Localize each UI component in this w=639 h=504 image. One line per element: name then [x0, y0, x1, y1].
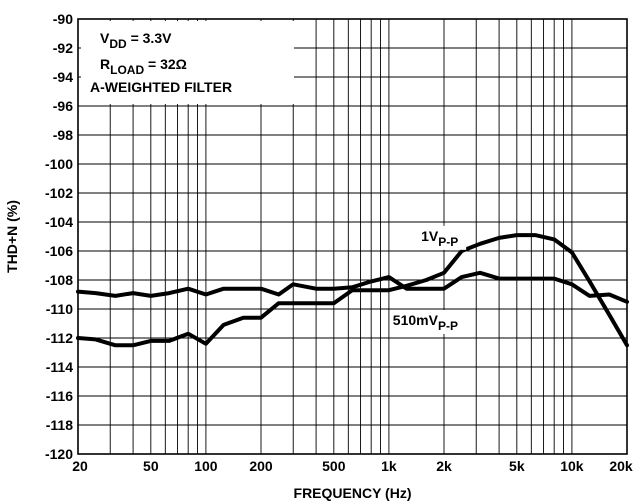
grid [78, 18, 627, 455]
x-tick-label: 5k [509, 458, 525, 474]
x-axis-label: FREQUENCY (Hz) [294, 485, 412, 501]
annotation-line: A-WEIGHTED FILTER [90, 79, 232, 95]
y-tick-label: -108 [45, 272, 73, 288]
y-tick-labels: -90 -92 -94 -96 -98 -100 -102 -104 -106 -108 -110 -… [45, 11, 73, 462]
series-line-1vpp [76, 233, 629, 348]
series-label-background [418, 225, 467, 250]
y-tick-label: -112 [46, 330, 73, 346]
x-tick-label: 1k [381, 458, 397, 474]
y-tick-label: -98 [53, 127, 73, 143]
annotation-background [81, 21, 294, 104]
x-tick-label: 20k [609, 458, 633, 474]
x-tick-label: 2k [436, 458, 452, 474]
y-tick-label: -120 [45, 446, 73, 462]
y-tick-label: -106 [45, 243, 73, 259]
x-tick-label: 200 [249, 458, 273, 474]
y-tick-label: -114 [46, 359, 73, 375]
series-label-1vpp: 1VP-P [421, 228, 458, 249]
x-tick-label: 100 [194, 458, 218, 474]
y-tick-label: -94 [53, 69, 73, 85]
series-label-background [389, 309, 465, 334]
y-tick-label: -118 [46, 417, 73, 433]
x-tick-label: 50 [143, 458, 159, 474]
conditions-annotation-box: VDD = 3.3V RLOAD = 32Ω A-WEIGHTED FILTER [81, 21, 294, 104]
plot-frame [77, 18, 628, 455]
annotation-line: RLOAD = 32Ω [100, 56, 187, 77]
x-tick-label: 10k [560, 458, 584, 474]
y-tick-label: -96 [53, 98, 73, 114]
x-tick-labels: 20 50 100 200 500 1k 2k 5k 10k 20k [72, 458, 633, 474]
y-tick-label: -90 [53, 11, 73, 27]
y-axis-label: THD+N (%) [4, 200, 20, 273]
y-tick-label: -104 [45, 214, 73, 230]
y-tick-label: -116 [46, 388, 73, 404]
x-tick-label: 20 [72, 458, 88, 474]
y-tick-label: -110 [46, 301, 73, 317]
x-tick-label: 500 [322, 458, 346, 474]
y-tick-label: -92 [53, 40, 73, 56]
y-tick-label: -102 [45, 185, 73, 201]
y-tick-label: -100 [45, 156, 73, 172]
series-layer [76, 233, 629, 348]
series-line-510mvpp [76, 270, 629, 304]
series-label-510mvpp: 510mVP-P [393, 312, 458, 333]
annotation-line: VDD = 3.3V [100, 30, 172, 51]
series-labels: 1VP-P 510mVP-P [389, 225, 467, 334]
